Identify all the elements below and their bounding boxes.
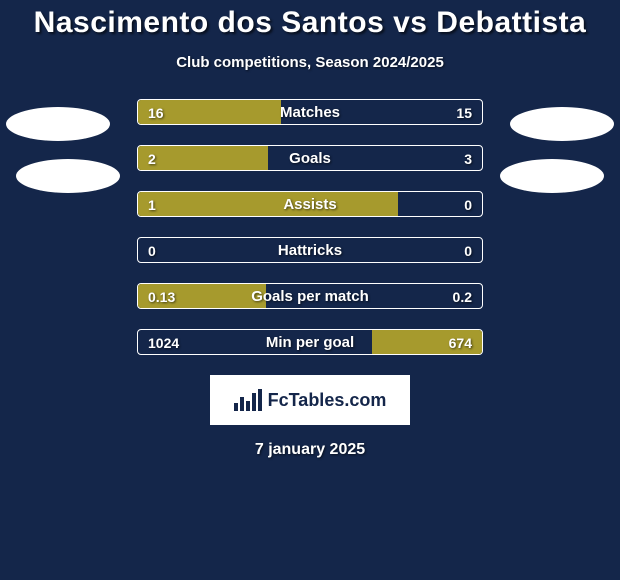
stat-row: 1Assists0 (137, 191, 483, 217)
player-right-badge-1 (510, 107, 614, 141)
stat-label: Min per goal (138, 330, 482, 355)
stat-value-right: 0.2 (453, 284, 472, 309)
stat-label: Matches (138, 100, 482, 125)
stat-value-right: 3 (464, 146, 472, 171)
stat-label: Goals (138, 146, 482, 171)
comparison-card: Nascimento dos Santos vs Debattista Club… (0, 0, 620, 580)
stat-value-right: 15 (456, 100, 472, 125)
stat-value-right: 0 (464, 238, 472, 263)
stat-row: 0.13Goals per match0.2 (137, 283, 483, 309)
stat-row: 1024Min per goal674 (137, 329, 483, 355)
stat-label: Hattricks (138, 238, 482, 263)
player-right-badge-2 (500, 159, 604, 193)
player-left-badge-1 (6, 107, 110, 141)
page-title: Nascimento dos Santos vs Debattista (0, 6, 620, 40)
stat-label: Goals per match (138, 284, 482, 309)
stat-value-right: 0 (464, 192, 472, 217)
chart-area: 16Matches152Goals31Assists00Hattricks00.… (0, 99, 620, 355)
subtitle: Club competitions, Season 2024/2025 (0, 54, 620, 71)
barchart-icon (234, 389, 262, 411)
fctables-logo[interactable]: FcTables.com (210, 375, 410, 425)
stat-label: Assists (138, 192, 482, 217)
logo-text: FcTables.com (268, 390, 387, 411)
stat-row: 2Goals3 (137, 145, 483, 171)
date-label: 7 january 2025 (0, 441, 620, 459)
stat-rows: 16Matches152Goals31Assists00Hattricks00.… (137, 99, 483, 355)
stat-row: 16Matches15 (137, 99, 483, 125)
stat-value-right: 674 (449, 330, 472, 355)
player-left-badge-2 (16, 159, 120, 193)
stat-row: 0Hattricks0 (137, 237, 483, 263)
